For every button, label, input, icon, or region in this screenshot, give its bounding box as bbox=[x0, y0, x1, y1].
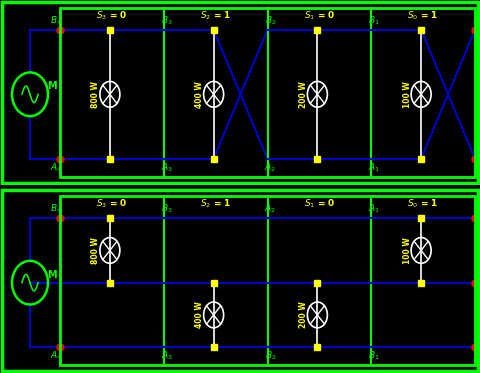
Text: $B_0$: $B_0$ bbox=[473, 203, 480, 216]
Bar bbox=[60, 196, 475, 365]
Text: $A_3$: $A_3$ bbox=[161, 162, 173, 174]
Text: $B_2$: $B_2$ bbox=[264, 15, 276, 27]
Text: $A_4$: $A_4$ bbox=[50, 350, 62, 363]
Text: $S_1$ = 0: $S_1$ = 0 bbox=[304, 198, 335, 210]
Text: M: M bbox=[48, 270, 57, 280]
Text: 800 W: 800 W bbox=[91, 81, 100, 108]
Text: $B_1$: $B_1$ bbox=[369, 350, 380, 363]
Text: $B_3$: $B_3$ bbox=[161, 15, 173, 27]
Text: $A_2$: $A_2$ bbox=[264, 203, 276, 216]
Text: 400 W: 400 W bbox=[195, 301, 204, 328]
Text: $A_0$: $A_0$ bbox=[473, 162, 480, 174]
Text: $B_4$: $B_4$ bbox=[50, 15, 62, 27]
Bar bbox=[60, 8, 475, 177]
Text: $S_3$ = 0: $S_3$ = 0 bbox=[96, 198, 128, 210]
Text: $B_0$: $B_0$ bbox=[473, 15, 480, 27]
Text: 400 W: 400 W bbox=[195, 81, 204, 108]
Text: $B_4$: $B_4$ bbox=[50, 203, 62, 216]
Text: $A_1$: $A_1$ bbox=[368, 162, 380, 174]
Text: $A_2$: $A_2$ bbox=[264, 162, 276, 174]
Text: $A_4$: $A_4$ bbox=[50, 162, 62, 174]
Text: $A_3$: $A_3$ bbox=[161, 350, 173, 363]
Text: $A_0$: $A_0$ bbox=[473, 350, 480, 363]
Text: $S_2$ = 1: $S_2$ = 1 bbox=[200, 198, 231, 210]
Text: M: M bbox=[48, 81, 57, 91]
Text: $A_1$: $A_1$ bbox=[368, 203, 380, 216]
Text: $S_3$ = 0: $S_3$ = 0 bbox=[96, 10, 128, 22]
Text: 800 W: 800 W bbox=[91, 237, 100, 264]
Text: $S_0$ = 1: $S_0$ = 1 bbox=[408, 198, 439, 210]
Text: $B_3$: $B_3$ bbox=[161, 203, 173, 216]
Text: 100 W: 100 W bbox=[403, 237, 412, 264]
Text: 200 W: 200 W bbox=[299, 81, 308, 108]
Text: $B_1$: $B_1$ bbox=[369, 15, 380, 27]
Text: $B_2$: $B_2$ bbox=[264, 350, 276, 363]
Text: $S_2$ = 1: $S_2$ = 1 bbox=[200, 10, 231, 22]
Text: $S_1$ = 0: $S_1$ = 0 bbox=[304, 10, 335, 22]
Text: $S_0$ = 1: $S_0$ = 1 bbox=[408, 10, 439, 22]
Text: 200 W: 200 W bbox=[299, 301, 308, 328]
Text: 100 W: 100 W bbox=[403, 81, 412, 108]
